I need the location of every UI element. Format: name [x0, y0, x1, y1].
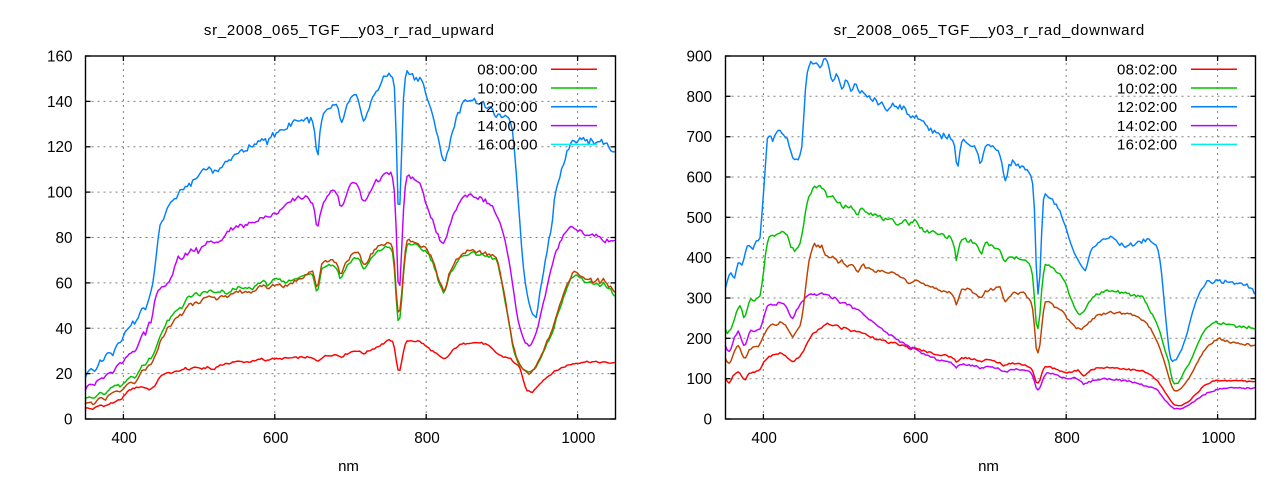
svg-text:16:00:00: 16:00:00 [477, 137, 537, 154]
svg-text:1000: 1000 [561, 430, 595, 447]
svg-text:600: 600 [686, 170, 712, 187]
svg-text:500: 500 [686, 210, 712, 227]
svg-text:300: 300 [686, 291, 712, 308]
svg-text:100: 100 [686, 371, 712, 388]
svg-text:40: 40 [55, 321, 72, 338]
svg-text:700: 700 [686, 129, 712, 146]
svg-text:10:02:00: 10:02:00 [1117, 80, 1177, 97]
svg-text:08:00:00: 08:00:00 [477, 62, 537, 79]
svg-text:160: 160 [47, 49, 73, 66]
svg-text:140: 140 [47, 94, 73, 111]
svg-text:sr_2008_065_TGF__y03_r_rad_upw: sr_2008_065_TGF__y03_r_rad_upward [204, 22, 495, 39]
svg-text:10:00:00: 10:00:00 [477, 80, 537, 97]
svg-text:20: 20 [55, 366, 72, 383]
svg-text:200: 200 [686, 331, 712, 348]
svg-text:900: 900 [686, 49, 712, 66]
svg-text:80: 80 [55, 230, 72, 247]
svg-text:400: 400 [751, 430, 777, 447]
svg-text:12:02:00: 12:02:00 [1117, 99, 1177, 116]
svg-text:14:02:00: 14:02:00 [1117, 118, 1177, 135]
svg-text:08:02:00: 08:02:00 [1117, 62, 1177, 79]
svg-text:60: 60 [55, 275, 72, 292]
svg-text:nm: nm [978, 458, 999, 475]
svg-text:400: 400 [686, 250, 712, 267]
svg-text:400: 400 [111, 430, 137, 447]
svg-text:100: 100 [47, 185, 73, 202]
svg-text:800: 800 [414, 430, 440, 447]
svg-text:1000: 1000 [1201, 430, 1235, 447]
svg-text:16:02:00: 16:02:00 [1117, 137, 1177, 154]
svg-text:sr_2008_065_TGF__y03_r_rad_dow: sr_2008_065_TGF__y03_r_rad_downward [834, 22, 1145, 39]
svg-text:600: 600 [903, 430, 929, 447]
svg-text:0: 0 [64, 412, 73, 429]
svg-text:0: 0 [703, 412, 712, 429]
svg-text:800: 800 [686, 89, 712, 106]
svg-text:800: 800 [1054, 430, 1080, 447]
svg-text:14:00:00: 14:00:00 [477, 118, 537, 135]
svg-text:120: 120 [47, 139, 73, 156]
svg-text:nm: nm [338, 458, 359, 475]
svg-text:600: 600 [263, 430, 289, 447]
svg-text:12:00:00: 12:00:00 [477, 99, 537, 116]
